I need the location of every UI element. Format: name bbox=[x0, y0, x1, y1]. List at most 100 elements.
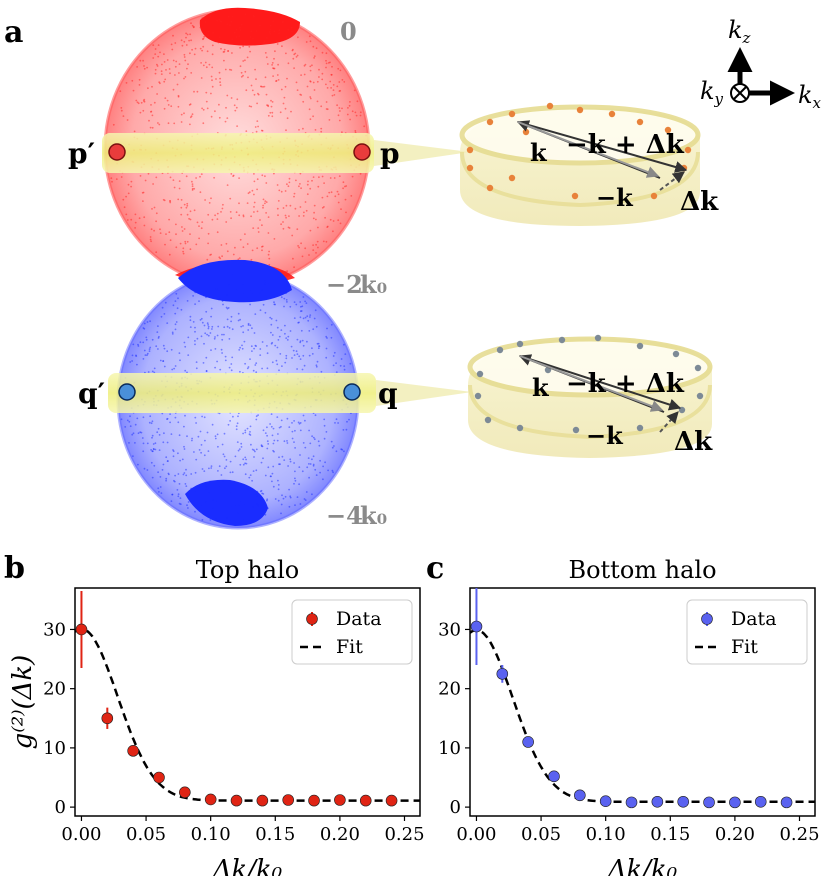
label-neg-4k0: −4 k₀ bbox=[326, 501, 387, 530]
data-point bbox=[230, 794, 243, 807]
svg-text:−4: −4 bbox=[326, 501, 363, 530]
point-q-prime bbox=[118, 383, 136, 401]
data-point bbox=[522, 736, 534, 748]
legend-fit-label: Fit bbox=[731, 636, 758, 658]
ring-top-label-neg-k: −k bbox=[596, 183, 634, 212]
x-tick-label: 0.20 bbox=[320, 824, 360, 845]
x-tick-label: 0.00 bbox=[61, 824, 101, 845]
y-tick-label: 30 bbox=[438, 619, 461, 640]
svg-text:k₀: k₀ bbox=[360, 270, 387, 299]
y-tick-label: 10 bbox=[43, 738, 66, 759]
label-q-prime: q′ bbox=[78, 377, 105, 410]
ring-bottom-vector-neg-k bbox=[519, 355, 664, 412]
bottom-band-beam bbox=[376, 380, 472, 406]
legend-box bbox=[291, 599, 413, 665]
y-tick-label: 30 bbox=[43, 619, 66, 640]
y-tick-label: 0 bbox=[450, 797, 461, 818]
axes-indicator: kz ky kx bbox=[700, 16, 822, 112]
data-point bbox=[703, 796, 715, 809]
label-p: p bbox=[380, 137, 400, 170]
svg-text:k₀: k₀ bbox=[360, 501, 387, 530]
y-axis-label: g⁽²⁾(Δk) bbox=[8, 655, 38, 750]
data-point bbox=[282, 794, 295, 806]
legend-fit-label: Fit bbox=[336, 636, 363, 658]
ring-top-label-dk: Δk bbox=[680, 187, 719, 217]
chart-top-halo: Top halo 0.00 0.05 0.10 0.15 0.20 0.25 0 10 20 30 Δ… bbox=[8, 556, 425, 876]
data-point bbox=[334, 794, 346, 806]
label-q: q bbox=[378, 377, 398, 410]
legend-data-marker bbox=[306, 613, 318, 625]
ring-bottom: k −k + Δk −k Δk bbox=[467, 334, 713, 458]
data-point bbox=[204, 793, 217, 806]
point-p bbox=[353, 143, 371, 161]
point-p-prime bbox=[108, 143, 126, 161]
axis-ky-label: ky bbox=[700, 77, 724, 108]
ring-top-label-neg-k-plus-dk: −k + Δk bbox=[566, 130, 685, 160]
point-q bbox=[343, 383, 361, 401]
data-point bbox=[385, 794, 398, 807]
data-point bbox=[599, 795, 612, 807]
y-tick-label: 20 bbox=[43, 679, 66, 700]
bottom-band bbox=[108, 373, 376, 413]
y-tick-label: 0 bbox=[55, 797, 66, 818]
x-tick-label: 0.25 bbox=[384, 824, 424, 845]
ring-bottom-vector-dk bbox=[659, 411, 679, 433]
axis-kx-label: kx bbox=[798, 81, 822, 112]
top-band bbox=[102, 133, 374, 173]
x-tick-label: 0.25 bbox=[779, 824, 819, 845]
ring-top-vector-neg-k bbox=[517, 121, 660, 178]
x-axis-label: Δk/k₀ bbox=[607, 855, 678, 876]
ring-bottom-dots bbox=[474, 334, 704, 434]
data-point bbox=[75, 623, 88, 636]
bottom-halo-bottom-blob bbox=[185, 479, 268, 526]
ring-bottom-label-dk: Δk bbox=[674, 427, 713, 457]
chart-title: Top halo bbox=[196, 556, 299, 584]
svg-text:−2: −2 bbox=[326, 270, 363, 299]
data-point bbox=[496, 668, 509, 680]
data-point bbox=[470, 620, 483, 633]
label-zero: 0 bbox=[340, 17, 357, 46]
y-tick-label: 20 bbox=[438, 679, 461, 700]
data-point bbox=[677, 795, 690, 808]
label-p-prime: p′ bbox=[68, 137, 95, 170]
ring-top-vector-neg-k-plus-dk bbox=[517, 121, 688, 173]
data-point bbox=[127, 745, 139, 757]
legend-data-label: Data bbox=[336, 608, 382, 630]
x-tick-label: 0.00 bbox=[456, 824, 496, 845]
chart-bottom-halo: Bottom halo 0.00 0.05 0.10 0.15 0.20 0.25 0 10 20… bbox=[438, 556, 819, 876]
x-tick-label: 0.05 bbox=[126, 824, 166, 845]
bottom-halo-speckle bbox=[120, 274, 357, 526]
data-point bbox=[359, 794, 372, 807]
legend-box bbox=[686, 599, 808, 665]
x-tick-label: 0.15 bbox=[650, 824, 690, 845]
ring-bottom-label-neg-k: −k bbox=[586, 421, 624, 450]
plot-frame bbox=[469, 587, 816, 817]
legend-data-label: Data bbox=[731, 608, 777, 630]
x-tick-label: 0.20 bbox=[715, 824, 755, 845]
panel-b-label: b bbox=[4, 551, 25, 586]
data-point bbox=[179, 786, 191, 799]
top-band-beam bbox=[374, 140, 470, 166]
x-tick-label: 0.10 bbox=[191, 824, 231, 845]
label-neg-2k0: −2 k₀ bbox=[326, 270, 387, 299]
top-halo-north-blob bbox=[199, 7, 300, 46]
legend-data-marker bbox=[701, 613, 713, 625]
ring-bottom-vector-neg-k-plus-dk bbox=[519, 355, 682, 411]
panel-a-label: a bbox=[4, 15, 23, 50]
y-tick-label: 10 bbox=[438, 738, 461, 759]
ring-bottom-label-neg-k-plus-dk: −k + Δk bbox=[566, 369, 685, 399]
x-tick-label: 0.15 bbox=[255, 824, 295, 845]
data-point bbox=[729, 796, 741, 809]
data-point bbox=[574, 789, 586, 802]
plot-frame bbox=[74, 587, 421, 817]
ring-top-label-k: k bbox=[530, 138, 548, 167]
ring-top-vector-dk bbox=[659, 171, 685, 191]
data-point bbox=[625, 796, 638, 809]
data-point bbox=[256, 794, 269, 807]
axis-kz-label: kz bbox=[728, 16, 751, 47]
data-point bbox=[153, 771, 165, 784]
x-tick-label: 0.10 bbox=[586, 824, 626, 845]
data-point bbox=[754, 795, 767, 808]
chart-title: Bottom halo bbox=[568, 556, 716, 584]
